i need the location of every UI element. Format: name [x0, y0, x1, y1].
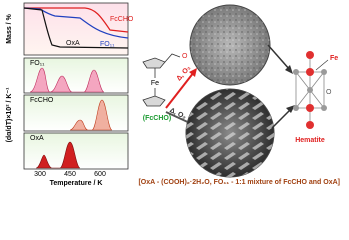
fe-atom [306, 51, 314, 59]
o-atom [307, 87, 313, 93]
cp-ring [142, 57, 166, 69]
arrow [267, 44, 291, 71]
panel-label: OxA [30, 135, 44, 142]
dtg-peaks [35, 141, 81, 169]
y-axis-label: Mass / % [6, 13, 13, 43]
atom-label: O [326, 89, 332, 96]
footer-note: [OxA - (COOH)₂·2H₂O, FO₁₁ - 1:1 mixture … [138, 179, 340, 186]
graphical-abstract: FcCHO FO₁₁ OxA Mass / % FO₁₁ FcCHO OxA (… [5, 2, 340, 187]
panel-label: FcCHO [30, 97, 54, 104]
arrowhead [189, 68, 197, 77]
legend-label: FO₁₁ [100, 41, 115, 48]
cp-ring [142, 95, 166, 107]
atom-label: Fe [151, 80, 159, 87]
atom-label: Fe [330, 55, 338, 62]
arrowhead [285, 65, 293, 74]
fe-atom [306, 104, 314, 112]
dtg-peaks [69, 99, 113, 131]
o-atom [293, 69, 299, 75]
fe-atom [306, 68, 314, 76]
x-tick-label: 600 [94, 171, 106, 178]
legend-label: FcCHO [110, 16, 134, 23]
arrow [165, 71, 195, 109]
x-tick-label: 300 [34, 171, 46, 178]
fe-atom [306, 121, 314, 129]
tga-curve [24, 7, 129, 33]
dtg-peaks [29, 67, 105, 93]
o-atom [293, 105, 299, 111]
o-atom [321, 69, 327, 75]
x-axis-label: Temperature / K [50, 180, 103, 187]
arrowhead [286, 105, 295, 113]
y-axis-label: (dα/dT)×10² / K⁻¹ [6, 87, 13, 143]
cho-group [164, 53, 181, 63]
product-label: Hematite [295, 137, 325, 144]
legend-label: OxA [66, 40, 80, 47]
tga-panel [23, 2, 129, 56]
arrow [271, 107, 293, 129]
oxygen: O [182, 53, 188, 60]
panel-label: FO₁₁ [30, 60, 45, 67]
tga-curve [23, 7, 129, 39]
o-atom [321, 105, 327, 111]
x-tick-label: 450 [64, 171, 76, 178]
micrograph-texture [186, 89, 274, 177]
micrograph-texture [190, 5, 270, 85]
molecule-name: (FcCHO) [143, 115, 171, 122]
pointer [315, 59, 329, 71]
tga-curve [23, 7, 129, 49]
